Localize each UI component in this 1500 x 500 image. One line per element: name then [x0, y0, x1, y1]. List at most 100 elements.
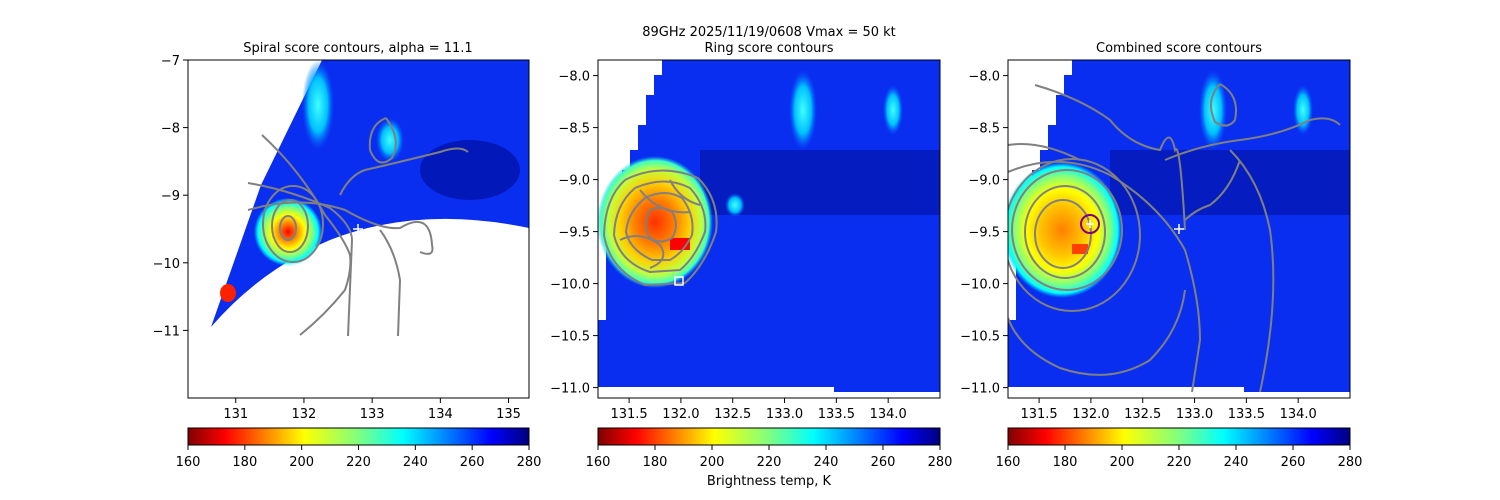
panel-spiral-title: Spiral score contours, alpha = 11.1: [243, 41, 472, 56]
panel-combined: Combined score contours: [960, 41, 1351, 422]
ring-swath: [598, 60, 940, 392]
colorbar-tick-label: 220: [346, 455, 371, 470]
colorbar-tick-label: 280: [1338, 455, 1363, 470]
combined-cyan-right: [1293, 85, 1313, 135]
x-tick-label: 131.5: [1020, 407, 1057, 422]
spiral-axes-frame: [187, 59, 530, 399]
figure-suptitle: 89GHz 2025/11/19/0608 Vmax = 50 kt: [642, 25, 896, 40]
y-tick-label: −8.0: [558, 70, 590, 85]
ring-axes-frame: [597, 59, 941, 399]
spiral-swath: [211, 60, 529, 327]
colorbar-label: Brightness temp, K: [707, 474, 832, 489]
x-tick-label: 133.5: [1228, 407, 1265, 422]
colorbar-tick-label: 240: [403, 455, 428, 470]
x-tick-label: 131: [223, 407, 248, 422]
y-tick-label: −11: [153, 324, 180, 339]
y-tick-label: −9: [161, 189, 180, 204]
colorbar-tick-label: 260: [460, 455, 485, 470]
spiral-contours: [247, 117, 469, 337]
colorbar-right: 160 180 200 220 240 260 280: [996, 427, 1363, 470]
colorbar-tick-label: 220: [757, 455, 782, 470]
y-tick-label: −8.5: [558, 122, 590, 137]
x-tick-label: 133.0: [766, 407, 803, 422]
ring-x-axis: 131.5 132.0 132.5 133.0 133.5 134.0: [610, 398, 907, 422]
colorbar-tick-label: 160: [586, 455, 611, 470]
ring-warm-core: [598, 156, 713, 288]
spiral-red-tail: [220, 284, 236, 302]
ring-cyan-right: [883, 85, 903, 135]
panel-ring: Ring score contours 131.5 132.0 132.5 133.0…: [550, 41, 941, 422]
combined-y-axis: −8.0 −8.5 −9.0 −9.5 −10.0 −10.5 −11.0: [960, 70, 1008, 397]
x-tick-label: 134.0: [1280, 407, 1317, 422]
spiral-markers: [353, 224, 363, 234]
colorbar-left: 160 180 200 220 240 260 280: [176, 427, 542, 470]
colorbar-right-ticks: 160 180 200 220 240 260 280: [996, 445, 1363, 470]
panel-ring-title: Ring score contours: [704, 41, 833, 56]
x-tick-label: 132.0: [662, 407, 699, 422]
colorbar-tick-label: 220: [1167, 455, 1192, 470]
colorbar-tick-label: 240: [1224, 455, 1249, 470]
x-tick-label: 133.0: [1176, 407, 1213, 422]
colorbar-tick-label: 180: [1053, 455, 1078, 470]
y-tick-label: −10.0: [960, 278, 1000, 293]
combined-contours: [1008, 83, 1341, 393]
spiral-y-axis: −7 −8 −9 −10 −11: [153, 54, 188, 339]
colorbar-tick-label: 280: [517, 455, 542, 470]
y-tick-label: −10.5: [550, 330, 590, 345]
combined-heatmap: [1008, 60, 1350, 392]
y-tick-label: −11.0: [960, 382, 1000, 397]
ring-contours: [602, 169, 718, 287]
spiral-heatmap: [211, 60, 529, 327]
combined-red-patch: [1072, 244, 1088, 254]
combined-best-ring: [1080, 214, 1100, 234]
colorbar-center-ticks: 160 180 200 220 240 260 280: [586, 445, 953, 470]
ring-cyan-top: [789, 70, 817, 150]
y-tick-label: −11.0: [550, 382, 590, 397]
y-tick-label: −8: [161, 122, 180, 137]
ring-heatmap: [598, 60, 940, 392]
x-tick-label: 133.5: [818, 407, 855, 422]
colorbar-tick-label: 180: [643, 455, 668, 470]
panel-spiral: Spiral score contours, alpha = 11.1 131 1…: [153, 41, 530, 422]
colorbar-tick-label: 280: [928, 455, 953, 470]
y-tick-label: −8.5: [968, 122, 1000, 137]
colorbar-tick-label: 240: [814, 455, 839, 470]
ring-markers: [674, 276, 684, 286]
y-tick-label: −10.0: [550, 278, 590, 293]
y-tick-label: −9.5: [558, 226, 590, 241]
x-tick-label: 135: [496, 407, 521, 422]
y-tick-label: −10.5: [960, 330, 1000, 345]
colorbar-tick-label: 260: [871, 455, 896, 470]
combined-cyan-top: [1199, 70, 1227, 150]
colorbar-tick-label: 200: [1110, 455, 1135, 470]
colorbar-tick-label: 260: [1281, 455, 1306, 470]
x-tick-label: 133: [360, 407, 385, 422]
colorbar-tick-label: 200: [289, 455, 314, 470]
combined-markers: [1086, 220, 1184, 234]
ring-cyan-edge: [725, 193, 745, 217]
x-tick-label: 132.5: [1124, 407, 1161, 422]
y-tick-label: −8.0: [968, 70, 1000, 85]
combined-x-axis: 131.5 132.0 132.5 133.0 133.5 134.0: [1020, 398, 1317, 422]
colorbar-left-bar: [187, 427, 530, 446]
x-tick-label: 131.5: [610, 407, 647, 422]
x-tick-label: 132: [292, 407, 317, 422]
combined-axes-frame: [1007, 59, 1351, 399]
spiral-x-axis: 131 132 133 134 135: [223, 398, 521, 422]
colorbar-tick-label: 160: [176, 455, 201, 470]
colorbar-center: 160 180 200 220 240 260 280 Brightness temp, K: [586, 427, 953, 489]
panel-combined-title: Combined score contours: [1096, 41, 1262, 56]
ring-y-axis: −8.0 −8.5 −9.0 −9.5 −10.0 −10.5 −11.0: [550, 70, 598, 397]
spiral-cyan-streak: [376, 118, 404, 162]
y-tick-label: −7: [161, 54, 180, 69]
x-tick-label: 132.5: [714, 407, 751, 422]
y-tick-label: −9.5: [968, 226, 1000, 241]
colorbar-right-bar: [1007, 427, 1351, 446]
y-tick-label: −9.0: [968, 174, 1000, 189]
spiral-cyan-band: [302, 60, 334, 150]
colorbar-center-bar: [597, 427, 941, 446]
y-tick-label: −10: [153, 257, 180, 272]
colorbar-left-ticks: 160 180 200 220 240 260 280: [176, 445, 542, 470]
spiral-dark-area: [420, 140, 520, 200]
